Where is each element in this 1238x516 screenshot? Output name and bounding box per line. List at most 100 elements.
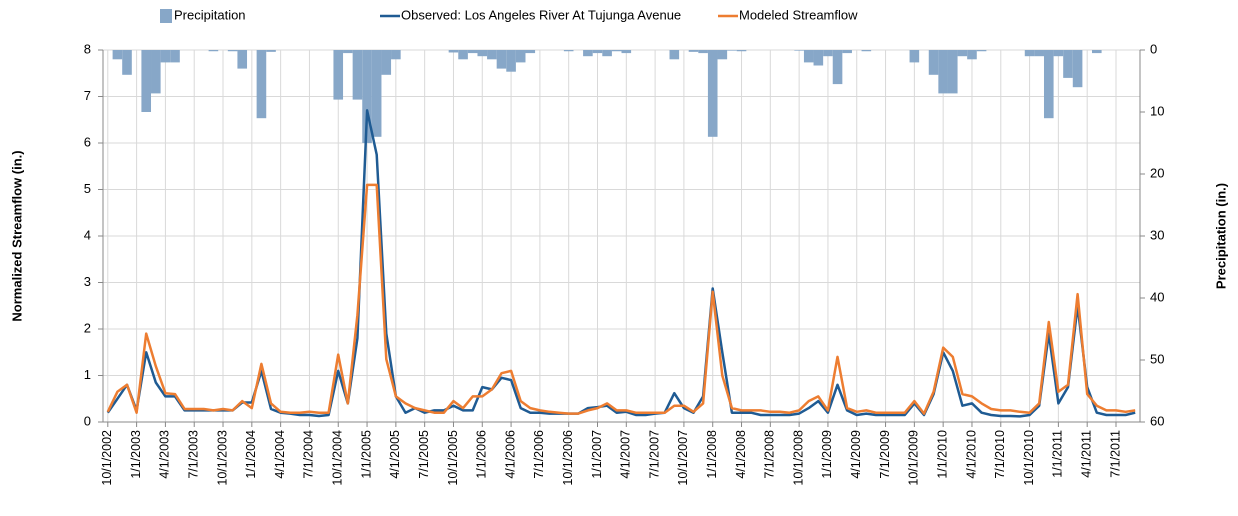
precipitation-bar [976,50,987,52]
precipitation-bar [861,50,872,52]
y-axis-title: Normalized Streamflow (in.) [9,150,24,321]
precipitation-bar [928,50,939,75]
y-tick-label: 1 [84,367,91,382]
x-tick-label: 7/1/2004 [302,430,316,479]
precipitation-bar [1034,50,1044,57]
x-tick-label: 1/1/2003 [129,430,143,479]
x-tick-label: 4/1/2005 [388,430,402,479]
precipitation-bar [506,50,516,72]
precipitation-bar [170,50,180,63]
precipitation-bar [794,50,804,51]
x-tick-label: 1/1/2006 [475,430,489,479]
streamflow-line [106,183,1136,415]
x-tick-label: 10/1/2006 [561,430,575,486]
precipitation-bar [362,50,372,143]
y-tick-label: 0 [84,413,91,428]
y-tick-label: 7 [84,88,91,103]
precipitation-bar [688,50,699,52]
precipitation-bar [967,50,977,60]
x-tick-label: 10/1/2007 [676,430,690,486]
y-tick-label: 3 [84,274,91,289]
y-tick-label: 6 [84,134,91,149]
precipitation-bar [832,50,843,85]
precipitation-bar [371,50,382,137]
x-tick-label: 1/1/2010 [935,430,949,479]
x-tick-label: 7/1/2007 [647,430,661,479]
precipitation-bar [256,50,267,119]
precipitation-bar [1053,50,1064,57]
y2-tick-label: 30 [1150,227,1164,242]
precipitation-bar [611,50,622,52]
x-tick-label: 7/1/2010 [993,430,1007,479]
x-tick-label: 1/1/2004 [244,430,258,479]
precipitation-bar [333,50,344,100]
precipitation-bar [909,50,920,63]
y-tick-label: 5 [84,181,91,196]
precipitation-bar [563,50,574,52]
precipitation-bar [698,50,708,54]
precipitation-bar [391,50,401,60]
x-tick-label: 4/1/2011 [1079,430,1093,478]
precipitation-bar [343,50,353,54]
precipitation-bar [525,50,536,54]
legend-label: Observed: Los Angeles River At Tujunga A… [401,7,681,22]
x-tick-label: 7/1/2006 [532,430,546,479]
y-tick-label: 8 [84,41,91,56]
x-tick-label: 4/1/2007 [619,430,633,479]
precipitation-bar [266,50,276,52]
precipitation-bar [707,50,718,137]
streamflow-line [106,109,1136,418]
precipitation-bar [727,50,737,51]
precipitation-bar [1091,50,1102,54]
y-tick-label: 2 [84,320,91,335]
precipitation-bar [208,50,219,52]
precipitation-bar [813,50,824,66]
legend-swatch [160,9,172,23]
x-tick-label: 4/1/2006 [503,430,517,479]
precipitation-bar [669,50,680,60]
precipitation-bar [1063,50,1073,78]
precipitation-bar [352,50,363,100]
x-tick-label: 7/1/2005 [417,430,431,479]
x-tick-label: 4/1/2004 [273,430,287,479]
precipitation-bar [736,50,747,52]
y2-axis-title: Precipitation (in.) [1213,183,1228,289]
y2-tick-label: 0 [1150,41,1157,56]
precipitation-bar [621,50,632,54]
precipitation-bar [487,50,497,60]
y2-tick-label: 10 [1150,103,1164,118]
x-tick-label: 4/1/2008 [734,430,748,479]
x-tick-label: 10/1/2005 [446,430,460,486]
x-tick-label: 1/1/2005 [359,430,373,479]
precipitation-bar [122,50,132,75]
precipitation-bar [717,50,728,60]
x-tick-label: 4/1/2010 [964,430,978,479]
x-tick-label: 4/1/2003 [158,430,172,479]
x-tick-label: 1/1/2009 [820,430,834,479]
precipitation-bar [477,50,488,57]
y2-tick-label: 20 [1150,165,1164,180]
x-tick-label: 7/1/2011 [1108,430,1122,478]
x-tick-label: 4/1/2009 [849,430,863,479]
precipitation-bar [237,50,248,69]
y2-tick-label: 50 [1150,351,1164,366]
x-tick-label: 10/1/2002 [100,430,114,486]
precipitation-bar [458,50,468,60]
precipitation-bar [1072,50,1083,88]
x-tick-label: 10/1/2008 [791,430,805,486]
x-tick-label: 10/1/2010 [1022,430,1036,486]
x-tick-label: 1/1/2011 [1051,430,1065,478]
x-tick-label: 10/1/2003 [215,430,229,486]
precipitation-bar [583,50,593,57]
precipitation-bar [592,50,603,54]
precipitation-bar [467,50,478,54]
precipitation-bar [160,50,171,63]
precipitation-bar [803,50,814,63]
x-tick-label: 1/1/2008 [705,430,719,479]
precipitation-bar [957,50,968,57]
precipitation-bar [1043,50,1054,119]
precipitation-bar [227,50,238,52]
y-tick-label: 4 [84,227,91,242]
